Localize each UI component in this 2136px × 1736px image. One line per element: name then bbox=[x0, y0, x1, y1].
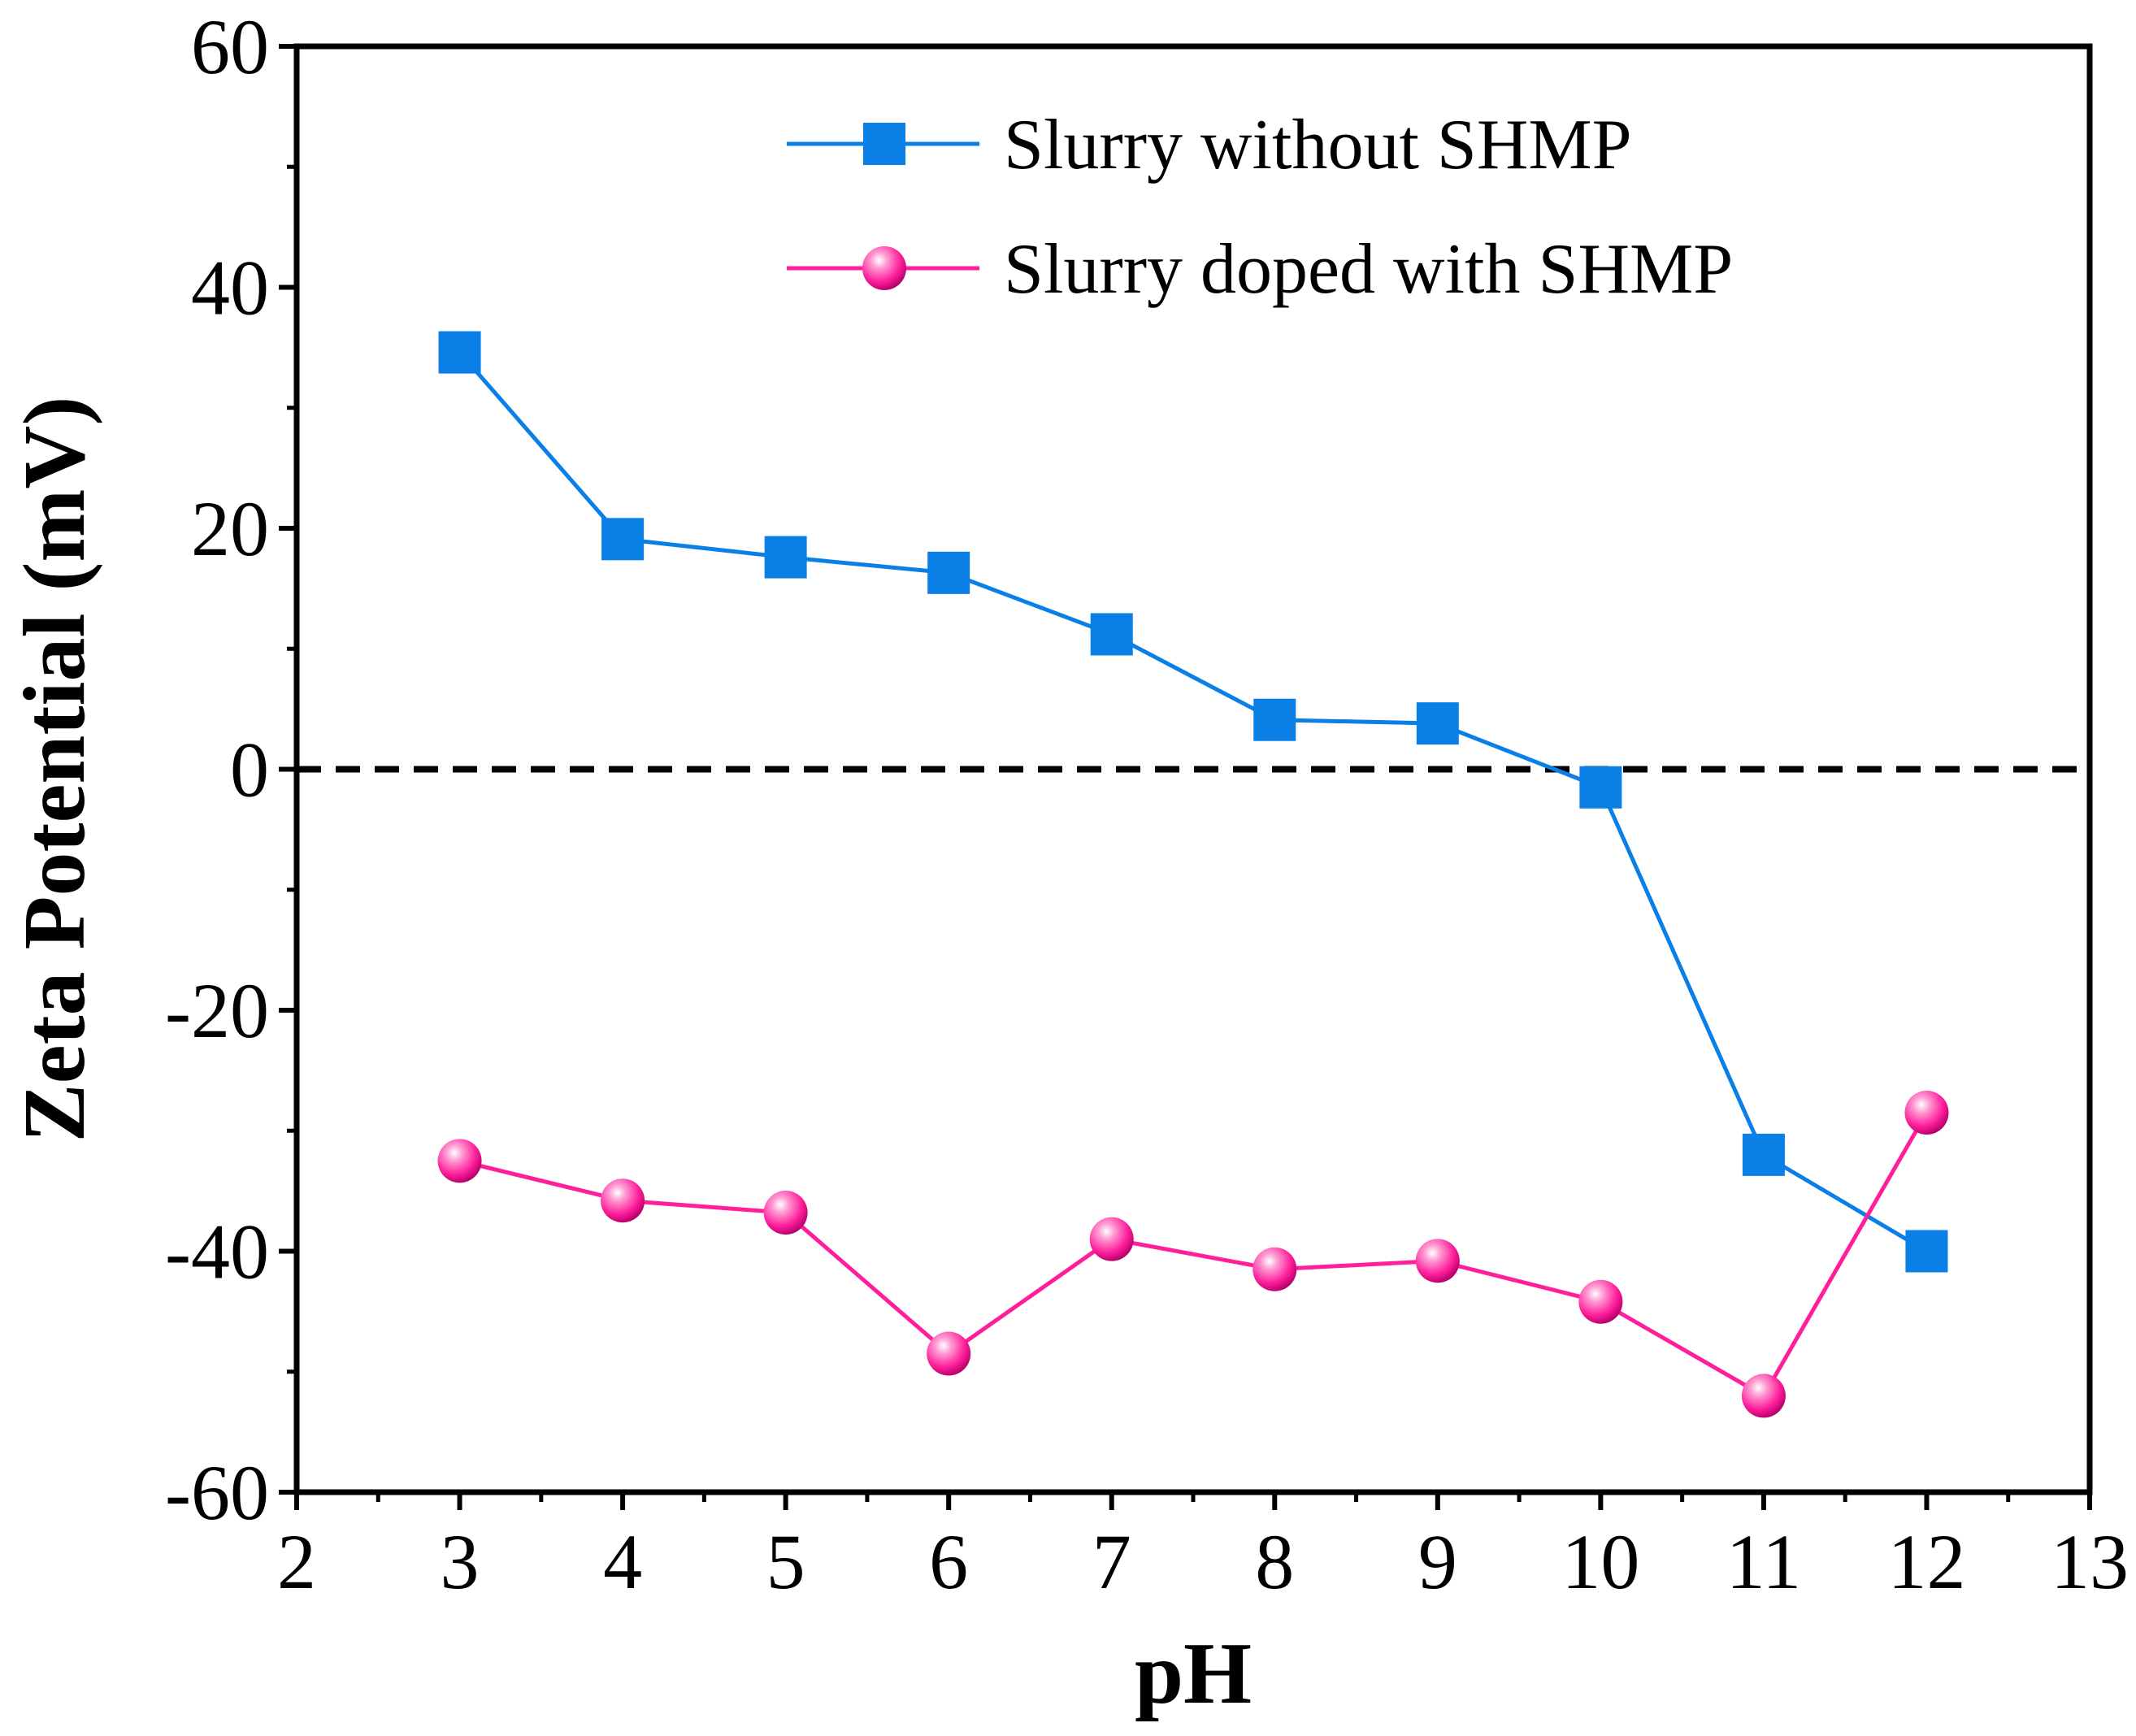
y-tick-label: 20 bbox=[191, 485, 269, 572]
y-tick-label: 0 bbox=[230, 727, 269, 814]
series-point-sphere bbox=[1415, 1239, 1460, 1283]
series-point-sphere bbox=[1578, 1279, 1623, 1324]
series-point-sphere bbox=[601, 1178, 645, 1223]
y-tick-label: -20 bbox=[165, 967, 269, 1054]
x-tick-label: 10 bbox=[1561, 1518, 1639, 1605]
series-point-sphere bbox=[927, 1331, 971, 1376]
series-point-square bbox=[1416, 702, 1459, 745]
x-tick-label: 12 bbox=[1887, 1518, 1965, 1605]
x-tick-label: 6 bbox=[929, 1518, 968, 1605]
x-axis-title: pH bbox=[1135, 1625, 1252, 1722]
series-point-sphere bbox=[1904, 1091, 1949, 1135]
y-tick-label: 40 bbox=[191, 245, 269, 332]
y-tick-label: -60 bbox=[165, 1449, 269, 1536]
x-tick-label: 5 bbox=[766, 1518, 805, 1605]
x-tick-label: 4 bbox=[603, 1518, 642, 1605]
series-line-without-shmp bbox=[458, 350, 1928, 1253]
legend-label: Slurry doped with SHMP bbox=[1004, 230, 1733, 309]
series-point-square bbox=[1742, 1133, 1785, 1176]
series-point-square bbox=[927, 551, 970, 594]
y-tick-label: 60 bbox=[191, 3, 269, 90]
x-tick-label: 9 bbox=[1418, 1518, 1457, 1605]
series-point-sphere bbox=[763, 1191, 808, 1235]
series-point-square bbox=[438, 331, 481, 374]
series-point-sphere bbox=[862, 246, 906, 290]
y-tick-label: -40 bbox=[165, 1209, 269, 1295]
x-tick-label: 11 bbox=[1726, 1518, 1801, 1605]
series-point-square bbox=[1905, 1230, 1948, 1273]
x-tick-label: 13 bbox=[2051, 1518, 2129, 1605]
legend-label: Slurry without SHMP bbox=[1004, 106, 1632, 184]
x-tick-label: 7 bbox=[1092, 1518, 1131, 1605]
series-point-sphere bbox=[437, 1139, 482, 1183]
series-point-square bbox=[863, 123, 905, 165]
series-point-square bbox=[1253, 698, 1296, 741]
series-point-sphere bbox=[1741, 1374, 1786, 1418]
series-point-sphere bbox=[1253, 1247, 1297, 1291]
x-tick-label: 3 bbox=[441, 1518, 480, 1605]
series-point-square bbox=[1090, 613, 1133, 656]
y-axis-title: Zeta Potential (mV) bbox=[7, 397, 103, 1143]
series-point-sphere bbox=[1089, 1217, 1134, 1261]
x-tick-label: 8 bbox=[1255, 1518, 1294, 1605]
x-tick-label: 2 bbox=[277, 1518, 316, 1605]
series-line-doped-shmp bbox=[458, 1111, 1929, 1399]
series-point-square bbox=[601, 518, 645, 561]
series-point-square bbox=[764, 536, 807, 579]
series-point-square bbox=[1579, 766, 1622, 809]
